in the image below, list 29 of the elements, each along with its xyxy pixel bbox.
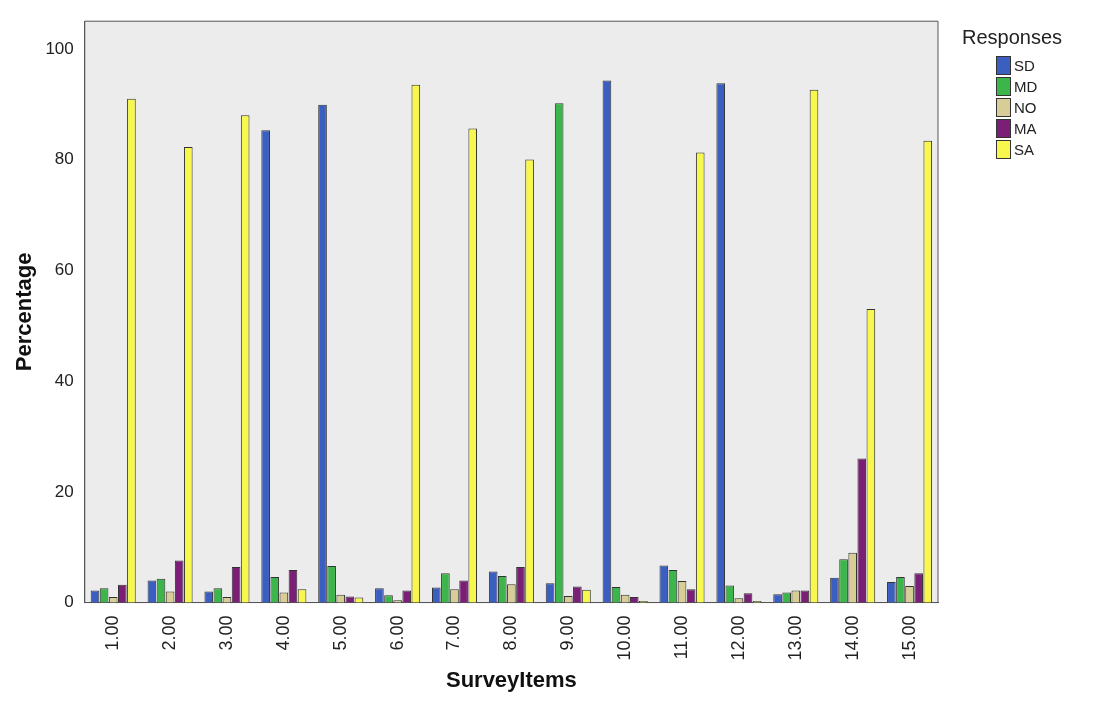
x-axis-title: SurveyItems [445, 666, 577, 692]
y-tick-label: 80 [54, 149, 74, 169]
legend-label: NO [1014, 99, 1037, 116]
x-tick-label: 15.00 [898, 615, 919, 661]
x-tick-label: 3.00 [215, 615, 236, 651]
legend-label: SD [1014, 57, 1035, 74]
x-tick-label: 10.00 [614, 615, 635, 661]
y-tick-label: 20 [54, 481, 74, 501]
x-tick-label: 12.00 [727, 615, 748, 661]
x-tick-label: 13.00 [784, 615, 805, 661]
y-tick-label: 100 [45, 38, 74, 58]
x-tick-label: 6.00 [386, 615, 407, 651]
y-tick-label: 60 [54, 260, 74, 280]
x-tick-label: 5.00 [329, 615, 350, 651]
x-tick-label: 11.00 [671, 615, 691, 660]
x-tick-label: 7.00 [443, 615, 464, 651]
x-tick-label: 2.00 [159, 615, 180, 651]
x-tick-label: 8.00 [500, 615, 521, 651]
x-tick-label: 1.00 [102, 615, 123, 651]
y-tick-label: 40 [54, 370, 74, 390]
x-tick-label: 9.00 [557, 615, 578, 651]
legend-label: MA [1014, 120, 1037, 137]
y-axis-title: Percentage [11, 252, 37, 372]
x-tick-label: 14.00 [841, 615, 862, 661]
legend-title: Responses [962, 26, 1063, 49]
x-tick-label: 4.00 [272, 615, 293, 651]
y-tick-label: 0 [64, 592, 74, 612]
legend-label: SA [1014, 141, 1035, 158]
legend-label: MD [1014, 78, 1038, 95]
